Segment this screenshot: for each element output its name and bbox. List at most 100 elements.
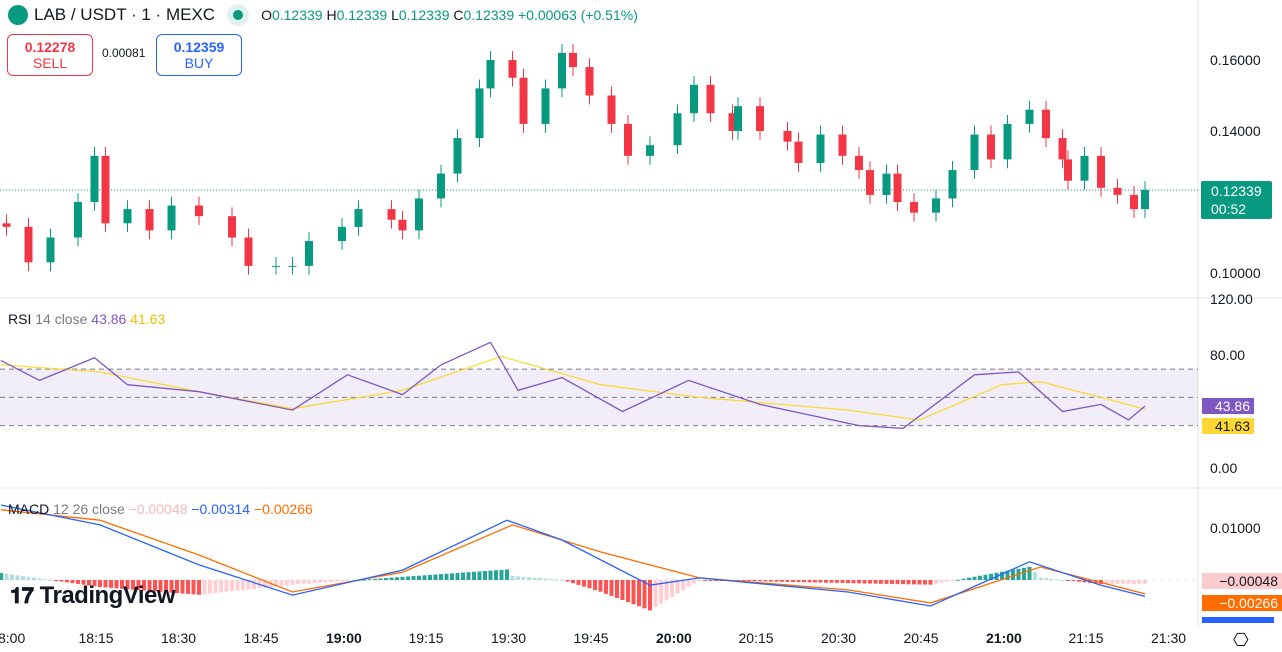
candle bbox=[195, 205, 203, 217]
macd-tick: 0.01000 bbox=[1210, 520, 1261, 536]
macd-histogram-bar bbox=[521, 576, 526, 580]
macd-histogram-bar bbox=[961, 578, 966, 580]
rsi-legend: RSI 14 close 43.86 41.63 bbox=[8, 311, 166, 327]
macd-signal-tag: −0.00266 bbox=[1202, 595, 1282, 611]
macd-histogram-bar bbox=[142, 580, 146, 591]
macd-histogram-bar bbox=[1110, 580, 1114, 584]
candle bbox=[354, 209, 363, 227]
macd-histogram-bar bbox=[241, 580, 245, 591]
macd-histogram-bar bbox=[26, 576, 31, 580]
macd-histogram-bar bbox=[967, 577, 971, 580]
rsi-tick: 120.00 bbox=[1210, 291, 1253, 307]
macd-histogram-bar bbox=[114, 580, 119, 589]
candle bbox=[74, 202, 82, 238]
macd-histogram-bar bbox=[70, 580, 75, 584]
macd-histogram-bar bbox=[230, 580, 234, 592]
candle bbox=[1058, 138, 1067, 160]
macd-histogram-bar bbox=[565, 580, 570, 582]
settings-gear-icon[interactable]: ⎔ bbox=[1233, 630, 1249, 650]
sell-button[interactable]: 0.12278 SELL bbox=[7, 34, 93, 76]
candle bbox=[486, 60, 495, 89]
macd-histogram-bar bbox=[1104, 580, 1109, 584]
candle bbox=[453, 138, 462, 174]
candle bbox=[475, 88, 484, 139]
rsi-ma-tag: 41.63 bbox=[1202, 418, 1254, 434]
macd-histogram-bar bbox=[626, 580, 630, 603]
candle bbox=[398, 219, 407, 231]
macd-histogram-bar bbox=[510, 575, 515, 580]
macd-histogram-bar bbox=[279, 580, 284, 586]
macd-histogram-bar bbox=[301, 580, 306, 584]
macd-histogram-bar bbox=[334, 580, 339, 582]
macd-histogram-bar bbox=[169, 580, 174, 593]
macd-histogram-bar bbox=[15, 575, 20, 580]
time-tick: 21:30 bbox=[1151, 630, 1187, 646]
macd-histogram-bar bbox=[840, 580, 845, 584]
candle bbox=[46, 237, 55, 263]
macd-histogram-bar bbox=[444, 573, 449, 580]
macd-histogram-bar bbox=[609, 580, 614, 596]
candle bbox=[244, 237, 253, 266]
macd-histogram-bar bbox=[296, 580, 300, 585]
macd-histogram-bar bbox=[395, 577, 399, 580]
macd-histogram-bar bbox=[862, 580, 867, 584]
rsi-tick: 80.00 bbox=[1210, 347, 1246, 363]
macd-histogram-bar bbox=[950, 580, 955, 581]
macd-histogram-bar bbox=[428, 574, 432, 580]
macd-histogram-bar bbox=[1022, 567, 1026, 580]
macd-histogram-bar bbox=[714, 580, 718, 581]
candle bbox=[756, 106, 764, 131]
macd-histogram-bar bbox=[103, 580, 108, 588]
macd-histogram-bar bbox=[829, 580, 834, 583]
macd-histogram-bar bbox=[186, 580, 190, 594]
macd-histogram-bar bbox=[923, 580, 927, 585]
macd-histogram-bar bbox=[956, 579, 960, 581]
candle bbox=[1064, 159, 1072, 181]
macd-histogram-bar bbox=[807, 580, 812, 583]
macd-histogram-bar bbox=[846, 580, 850, 584]
macd-histogram-bar bbox=[65, 580, 69, 583]
macd-histogram-bar bbox=[708, 580, 713, 581]
macd-histogram-bar bbox=[450, 573, 454, 580]
macd-histogram-bar bbox=[455, 572, 460, 580]
price-tick: 0.16000 bbox=[1210, 52, 1261, 68]
macd-histogram-bar bbox=[224, 580, 229, 592]
macd-histogram-bar bbox=[835, 580, 839, 583]
macd-histogram-bar bbox=[37, 578, 42, 580]
candle bbox=[910, 202, 918, 213]
buy-button[interactable]: 0.12359 BUY bbox=[156, 34, 242, 76]
lab-logo-icon bbox=[8, 5, 28, 25]
macd-histogram-bar bbox=[549, 578, 553, 580]
candle bbox=[866, 170, 874, 195]
macd-histogram-bar bbox=[774, 580, 779, 582]
macd-histogram-bar bbox=[120, 580, 124, 589]
candle bbox=[437, 173, 445, 199]
candle bbox=[816, 134, 825, 163]
macd-histogram-bar bbox=[197, 580, 201, 595]
candle bbox=[646, 145, 654, 156]
candle bbox=[734, 106, 742, 131]
macd-histogram-bar bbox=[76, 580, 80, 584]
macd-histogram-bar bbox=[615, 580, 619, 598]
macd-histogram-bar bbox=[604, 580, 608, 594]
candle bbox=[2, 223, 11, 227]
macd-histogram-bar bbox=[598, 580, 603, 592]
candle bbox=[948, 170, 957, 199]
candle bbox=[893, 173, 902, 202]
macd-histogram-bar bbox=[131, 580, 135, 590]
candle bbox=[541, 88, 550, 124]
macd-histogram-bar bbox=[367, 579, 372, 581]
candle bbox=[783, 131, 792, 142]
macd-histogram-bar bbox=[543, 578, 548, 580]
time-tick: 18:45 bbox=[243, 630, 279, 646]
macd-histogram-bar bbox=[499, 569, 504, 580]
macd-histogram-bar bbox=[48, 580, 53, 581]
macd-histogram-bar bbox=[851, 580, 856, 584]
candle bbox=[728, 113, 737, 131]
symbol-title[interactable]: LAB / USDT · 1 · MEXC bbox=[34, 5, 216, 24]
macd-histogram-bar bbox=[329, 580, 333, 582]
macd-histogram-bar bbox=[675, 580, 680, 594]
time-tick: 19:45 bbox=[573, 630, 609, 646]
macd-histogram-bar bbox=[417, 575, 421, 580]
